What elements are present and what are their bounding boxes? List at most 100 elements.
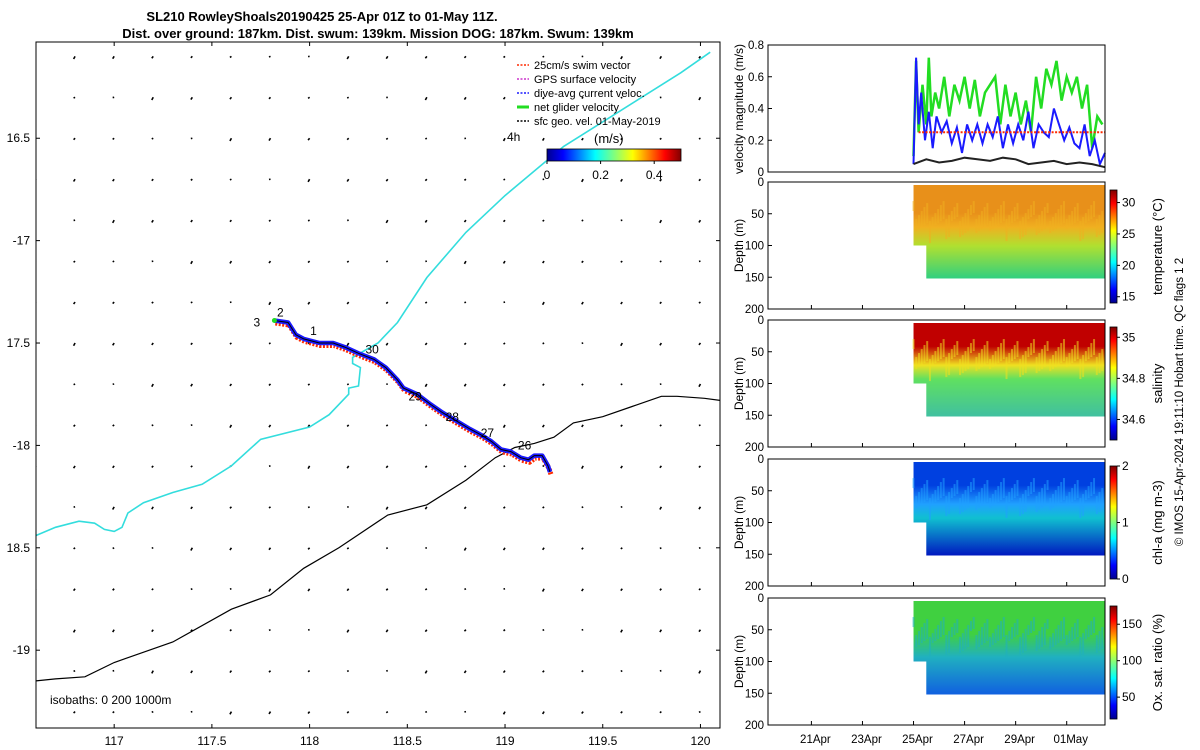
geo-vel-arrow xyxy=(112,629,115,633)
geo-vel-arrow xyxy=(620,260,623,263)
geo-vel-arrow xyxy=(698,629,702,633)
section-ytick-label: 0 xyxy=(758,593,764,605)
legend-gps: GPS surface velocity xyxy=(534,74,637,86)
geo-vel-arrow xyxy=(502,547,506,551)
geo-vel-arrow xyxy=(229,711,233,715)
section-data-block xyxy=(913,462,1105,556)
geo-vel-arrow xyxy=(620,711,623,714)
geo-vel-arrow xyxy=(346,711,350,714)
section-ytick-label: 200 xyxy=(745,304,764,316)
geo-vel-arrow xyxy=(190,588,193,591)
geo-vel-arrow xyxy=(385,465,389,469)
geo-vel-arrow xyxy=(307,383,311,386)
geo-vel-arrow xyxy=(463,547,467,551)
geo-vel-arrow xyxy=(346,669,350,673)
geo-vel-arrow xyxy=(346,465,350,469)
cbar-tick-label: 0.4 xyxy=(646,168,663,182)
geo-vel-arrow xyxy=(541,588,545,592)
velocity-ytick-label: 0.2 xyxy=(748,135,764,147)
coastline xyxy=(36,51,711,537)
geo-vel-arrow xyxy=(73,424,76,427)
geo-vel-arrow xyxy=(151,55,154,59)
section-ylabel: Depth (m) xyxy=(732,496,746,549)
geo-vel-arrow xyxy=(346,588,350,592)
day-label: 26 xyxy=(518,439,532,453)
section-colorbar xyxy=(1109,189,1118,304)
geo-vel-arrow xyxy=(72,301,76,305)
geo-vel-arrow xyxy=(620,137,623,141)
geo-vel-arrow xyxy=(424,219,428,223)
geo-vel-arrow xyxy=(112,260,115,263)
map-ytick-label: 17.5 xyxy=(7,336,31,350)
geo-vel-arrow xyxy=(581,670,584,673)
geo-vel-arrow xyxy=(698,219,702,223)
section-cbar-label: 20 xyxy=(1122,258,1136,272)
section-ytick-label: 50 xyxy=(751,625,764,637)
geo-vel-arrow xyxy=(542,628,545,632)
title-line-1: SL210 RowleyShoals20190425 25-Apr 01Z to… xyxy=(146,9,497,24)
section-ytick-label: 0 xyxy=(758,177,764,189)
day-label: 27 xyxy=(481,426,495,440)
geo-vel-arrow xyxy=(659,260,662,263)
section-cbar-label: 34.6 xyxy=(1122,412,1146,426)
section-clabel: temperature (°C) xyxy=(1150,198,1165,295)
geo-vel-arrow xyxy=(151,383,154,388)
geo-vel-arrow xyxy=(190,383,194,387)
geo-vel-arrow xyxy=(541,547,545,551)
geo-vel-arrow xyxy=(229,260,233,264)
geo-vel-arrow xyxy=(190,219,193,223)
cbar-tick-label: 0 xyxy=(544,168,551,182)
geo-vel-arrow xyxy=(346,55,350,60)
geo-vel-arrow xyxy=(503,55,506,59)
geo-vel-arrow xyxy=(112,301,115,305)
speed-colorbar-ticks: 0 0.2 0.4 xyxy=(544,161,663,182)
geo-vel-arrow xyxy=(229,96,233,100)
date-axis: 21Apr 23Apr 25Apr 27Apr 29Apr 01May xyxy=(800,734,1088,746)
geo-vel-arrow xyxy=(268,342,271,345)
geo-vel-arrow xyxy=(72,342,76,347)
section-colorbar xyxy=(1109,465,1118,580)
geo-vel-arrow xyxy=(229,342,232,345)
geo-vel-arrow xyxy=(190,301,193,304)
geo-vel-arrow xyxy=(229,178,232,181)
geo-vel-arrow xyxy=(268,547,272,551)
map-xtick-label: 117 xyxy=(105,734,124,748)
legend-swim: 25cm/s swim vector xyxy=(534,60,631,72)
geo-vel-arrow xyxy=(151,219,154,223)
geo-vel-arrow xyxy=(268,628,271,632)
velocity-ticks: 0 0.2 0.4 0.6 0.8 xyxy=(748,40,772,179)
velocity-series-line xyxy=(912,57,1104,157)
geo-vel-arrow xyxy=(307,670,311,673)
geo-vel-arrow xyxy=(346,342,350,347)
section-ytick-label: 50 xyxy=(751,486,764,498)
glider-track-center xyxy=(274,320,551,473)
geo-vel-arrow xyxy=(502,219,506,223)
section-cbar-label: 100 xyxy=(1122,654,1142,668)
geo-vel-arrow xyxy=(268,506,271,509)
geo-vel-arrow xyxy=(385,219,389,224)
map-xtick-label: 117.5 xyxy=(197,734,226,748)
map-xtick-label: 118 xyxy=(300,734,319,748)
geo-vel-arrow xyxy=(620,547,623,550)
geo-vel-arrow xyxy=(425,424,428,427)
section-clabel: Ox. sat. ratio (%) xyxy=(1150,614,1165,712)
geo-vel-arrow xyxy=(502,506,506,509)
geo-vel-arrow xyxy=(659,55,663,60)
geo-vel-arrow xyxy=(268,55,271,58)
geo-vel-arrow xyxy=(698,670,702,674)
geo-vel-arrow xyxy=(268,260,272,264)
geo-vel-arrow xyxy=(72,588,76,592)
cbar-tick-label: 0.2 xyxy=(592,168,609,182)
section-panel-chl-a: 0 50 100 150 200 Depth (m) 2 1 0 chl-a (mg m-3) xyxy=(732,454,1165,593)
geo-vel-arrow xyxy=(424,670,428,674)
geo-vel-arrow xyxy=(72,55,76,60)
geo-vel-arrow xyxy=(425,137,428,140)
geo-vel-arrow xyxy=(542,670,545,673)
geo-vel-arrow xyxy=(307,219,310,222)
geo-vel-arrow xyxy=(346,424,350,427)
geo-vel-arrow xyxy=(581,711,584,715)
geo-vel-arrow xyxy=(542,506,545,509)
geo-vel-arrow xyxy=(659,424,662,427)
geo-vel-arrow xyxy=(620,55,623,60)
velocity-ytick-label: 0 xyxy=(758,167,764,179)
